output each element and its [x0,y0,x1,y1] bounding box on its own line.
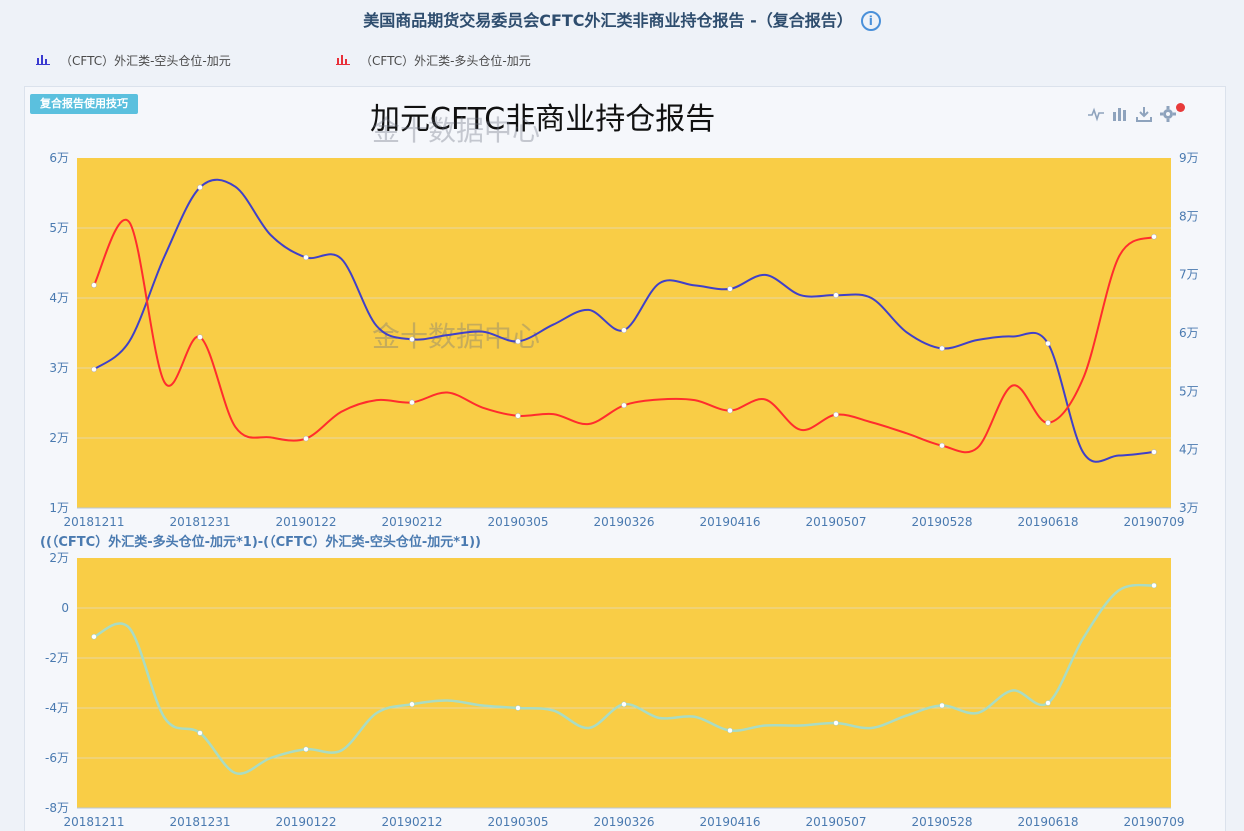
data-point [91,634,97,640]
data-point [197,334,203,340]
data-point [939,345,945,352]
data-point [409,336,415,343]
x-tick-label: 20190507 [805,815,866,829]
data-point [833,720,839,726]
y-tick-label: -2万 [45,651,69,665]
y-right-tick-label: 7万 [1179,268,1199,282]
data-point [1045,340,1051,347]
data-point [939,702,945,709]
x-tick-label: 20190326 [593,515,654,529]
data-point [1151,449,1157,455]
data-point [833,292,839,298]
tips-button[interactable]: 复合报告使用技巧 [30,94,138,114]
data-point [409,701,415,707]
data-point [515,338,521,345]
y-left-tick-label: 3万 [49,361,69,375]
data-point [303,254,309,261]
series-line-long [93,218,1155,454]
x-tick-label: 20190618 [1017,515,1078,529]
data-point [515,705,521,711]
data-point [1151,234,1157,240]
plot-area-diff [77,558,1171,808]
x-tick-label: 20190507 [805,515,866,529]
data-point [1045,420,1051,426]
data-point [91,282,97,288]
data-point [727,727,733,734]
download-icon[interactable] [1136,106,1152,122]
data-point [727,407,733,414]
data-point [197,184,203,191]
data-point [833,411,839,418]
data-point [621,327,627,333]
x-tick-label: 20181231 [169,815,230,829]
y-right-tick-label: 8万 [1179,209,1199,223]
x-tick-label: 20190326 [593,815,654,829]
x-tick-label: 20181211 [63,515,124,529]
x-tick-label: 20190305 [487,515,548,529]
line-chart-icon[interactable] [1088,106,1104,122]
legend-label-long: （CFTC）外汇类-多头仓位-加元 [360,54,531,68]
page-title: 美国商品期货交易委员会CFTC外汇类非商业持仓报告 -（复合报告） i [0,7,1244,31]
data-point [1045,700,1051,706]
x-tick-label: 20190528 [911,515,972,529]
page-title-text: 美国商品期货交易委员会CFTC外汇类非商业持仓报告 -（复合报告） [363,11,853,30]
y-left-tick-label: 1万 [49,501,69,515]
y-tick-label: -4万 [45,701,69,715]
watermark: 金十数据中心 [372,320,540,353]
x-tick-label: 20190212 [381,515,442,529]
x-tick-label: 20181211 [63,815,124,829]
legend-label-short: （CFTC）外汇类-空头仓位-加元 [60,54,231,68]
x-tick-label: 20190122 [275,515,336,529]
legend-item-short[interactable]: （CFTC）外汇类-空头仓位-加元 [36,52,231,69]
chart-title: 加元CFTC非商业持仓报告 [370,102,716,137]
subchart-title: ((（CFTC）外汇类-多头仓位-加元*1)-(（CFTC）外汇类-空头仓位-加… [40,535,481,550]
bar-chart-icon [36,55,50,65]
y-left-tick-label: 4万 [49,291,69,305]
x-tick-label: 20190709 [1123,515,1184,529]
data-point [621,402,627,409]
data-point [409,399,415,406]
data-point [727,286,733,292]
plot-area [77,158,1171,508]
x-tick-label: 20190709 [1123,815,1184,829]
y-tick-label: 2万 [49,551,69,565]
data-point [515,413,521,419]
data-point [939,442,945,449]
x-tick-label: 20190305 [487,815,548,829]
x-tick-label: 20190528 [911,815,972,829]
x-tick-label: 20190618 [1017,815,1078,829]
data-point [303,435,309,442]
x-tick-label: 20190212 [381,815,442,829]
data-point [197,730,203,736]
bar-chart-icon [336,55,350,65]
data-point [621,701,627,707]
x-tick-label: 20181231 [169,515,230,529]
info-circle-icon[interactable]: i [860,11,881,31]
notification-dot [1176,103,1185,112]
y-right-tick-label: 4万 [1179,443,1199,457]
y-tick-label: -6万 [45,751,69,765]
y-left-tick-label: 2万 [49,431,69,445]
data-point [303,746,309,752]
y-left-tick-label: 5万 [49,221,69,235]
y-right-tick-label: 6万 [1179,326,1199,340]
bar-chart-icon[interactable] [1112,106,1128,122]
y-right-tick-label: 5万 [1179,384,1199,398]
y-right-tick-label: 9万 [1179,151,1199,165]
y-right-tick-label: 3万 [1179,501,1199,515]
y-left-tick-label: 6万 [49,151,69,165]
settings-icon[interactable] [1160,106,1176,122]
data-point [91,366,97,373]
x-tick-label: 20190416 [699,515,760,529]
chart-toolbar [1088,106,1176,122]
legend-item-long[interactable]: （CFTC）外汇类-多头仓位-加元 [336,52,531,69]
y-tick-label: -8万 [45,801,69,815]
x-tick-label: 20190122 [275,815,336,829]
y-tick-label: 0 [61,601,69,615]
x-tick-label: 20190416 [699,815,760,829]
data-point [1151,582,1157,589]
watermark: 金十数据中心 [372,114,540,147]
